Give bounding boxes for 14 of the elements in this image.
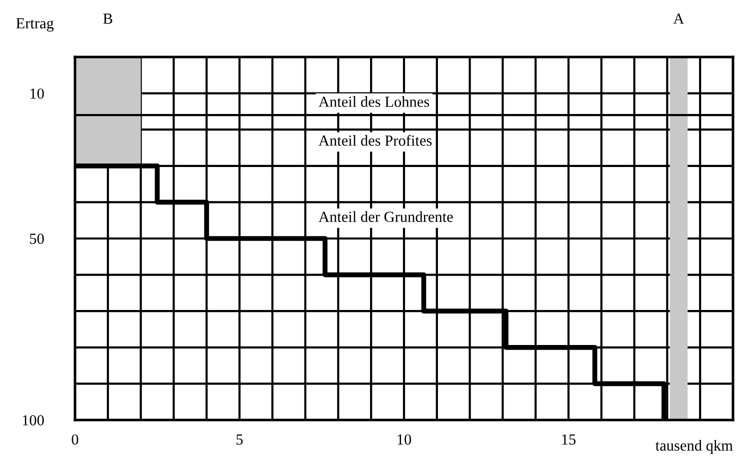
x-axis-title: tausend qkm <box>656 440 733 454</box>
y-tick-label: 50 <box>30 234 44 244</box>
annotation: Anteil der Grundrente <box>318 211 453 222</box>
band-label: A <box>673 14 684 24</box>
x-tick-label: 5 <box>236 434 243 445</box>
y-tick-label: 10 <box>30 88 44 99</box>
annotation: Anteil des Profites <box>318 134 432 146</box>
annotation: Anteil des Lohnes <box>318 96 430 107</box>
x-tick-label: 0 <box>72 434 78 445</box>
x-tick-label: 15 <box>562 434 576 445</box>
y-axis-title: Ertrag <box>16 18 54 32</box>
y-tick-label: 100 <box>22 415 44 426</box>
text: B <box>103 14 112 24</box>
x-tick-label: 10 <box>398 434 412 445</box>
